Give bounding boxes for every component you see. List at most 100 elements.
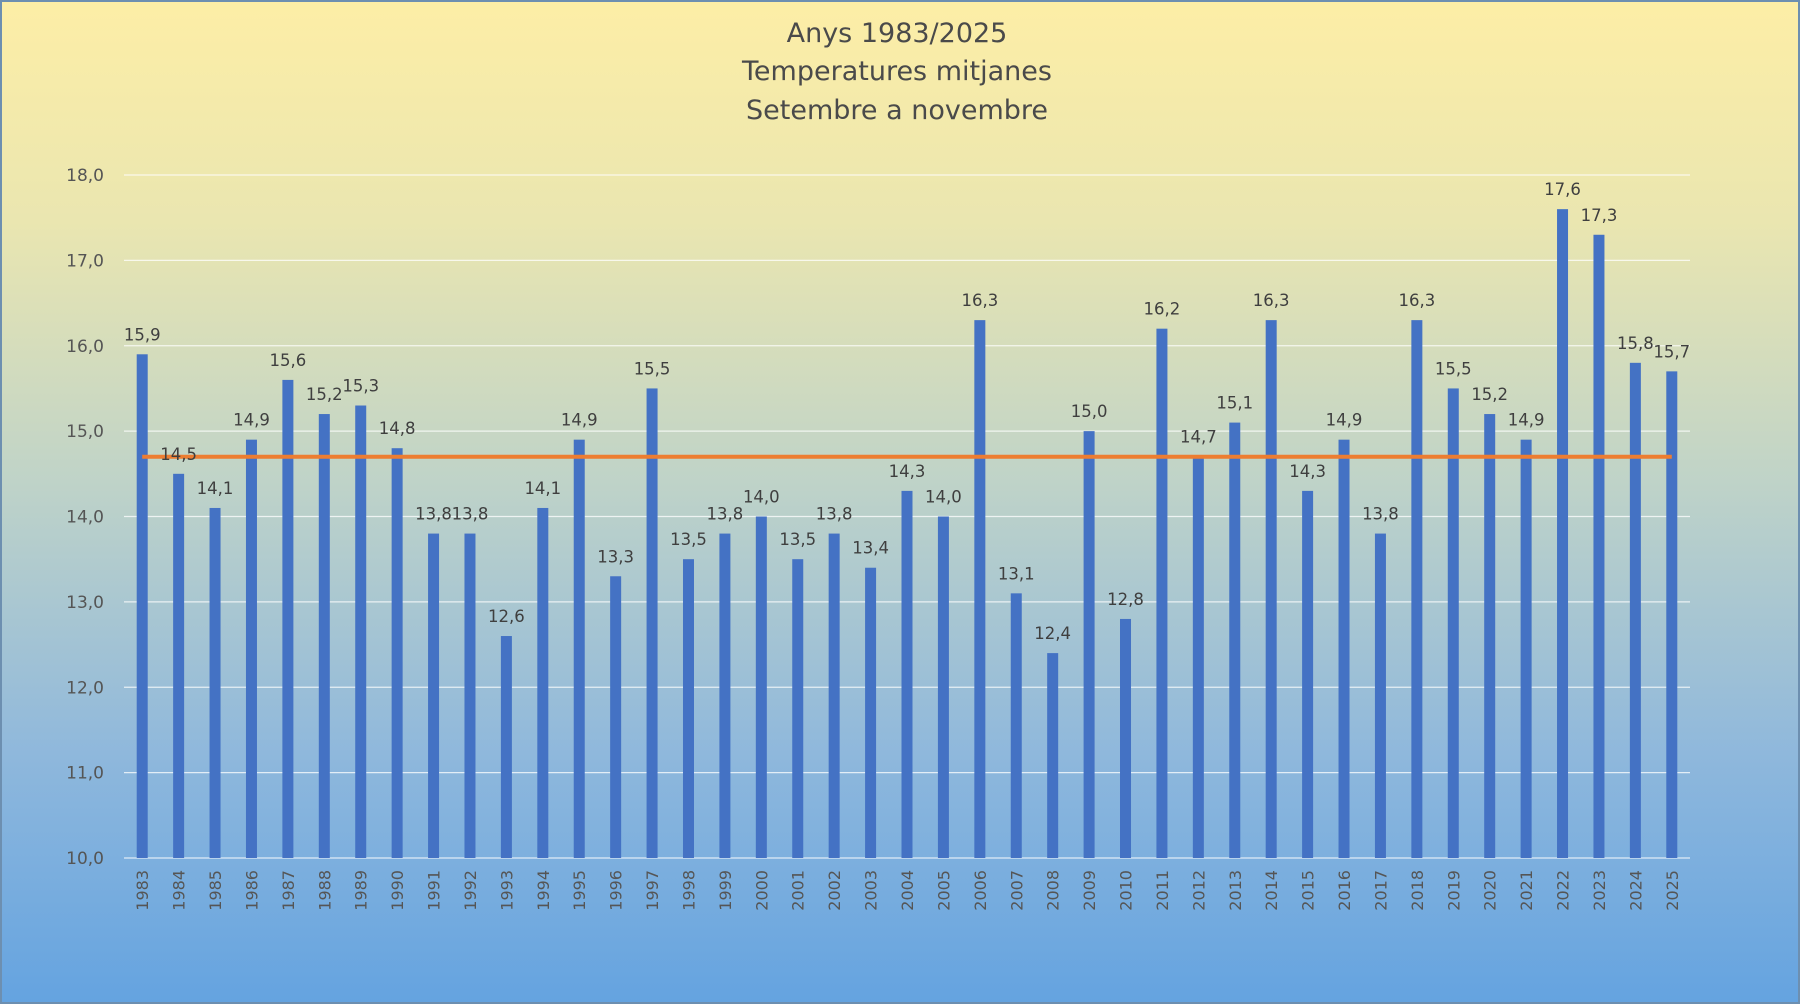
bar: [1192, 456, 1204, 858]
x-tick-label: 2012: [1189, 870, 1208, 911]
bar: [318, 414, 330, 858]
bar: [1265, 320, 1277, 858]
data-label: 14,9: [1326, 411, 1363, 430]
data-label: 14,9: [1508, 411, 1545, 430]
bar: [1010, 593, 1022, 858]
bar: [828, 533, 840, 858]
bar: [901, 490, 913, 858]
data-label: 14,3: [1289, 462, 1326, 481]
data-label: 17,6: [1544, 180, 1581, 199]
bar: [1047, 653, 1059, 858]
bar: [173, 473, 185, 858]
data-label: 13,8: [707, 505, 744, 524]
data-label: 15,0: [1071, 402, 1108, 421]
bar: [1302, 490, 1314, 858]
x-tick-label: 2009: [1080, 870, 1099, 911]
bar: [937, 516, 949, 858]
data-label: 13,5: [670, 530, 707, 549]
y-axis-ticks: 10,0 11,0 12,0 13,0 14,0 15,0 16,0 17,0 18,0: [66, 166, 104, 869]
x-tick-label: 2010: [1117, 870, 1136, 911]
x-tick-label: 1991: [425, 870, 444, 911]
data-label: 15,9: [124, 325, 161, 344]
data-label: 15,7: [1653, 342, 1690, 361]
y-tick-label: 13,0: [66, 593, 104, 613]
x-tick-label: 2020: [1481, 870, 1500, 911]
bar: [500, 636, 512, 858]
x-tick-label: 2001: [789, 870, 808, 911]
data-label: 14,0: [743, 488, 780, 507]
data-label: 14,5: [160, 445, 197, 464]
chart-title-line-2: Temperatures mitjanes: [741, 56, 1052, 87]
bar: [282, 379, 294, 858]
data-labels: 15,914,514,114,915,615,2 15,314,813,8 13,8…: [124, 180, 1690, 643]
bar: [428, 533, 440, 858]
data-label: 13,8: [415, 505, 452, 524]
data-label: 16,2: [1144, 300, 1181, 319]
x-tick-label: 2005: [934, 870, 953, 911]
x-tick-label: 2017: [1371, 870, 1390, 911]
data-label: 15,8: [1617, 334, 1654, 353]
bar: [974, 320, 986, 858]
chart-title-line-1: Anys 1983/2025: [787, 18, 1008, 49]
bar: [537, 507, 549, 858]
data-label: 15,2: [306, 385, 343, 404]
x-tick-label: 1994: [534, 870, 553, 911]
y-tick-label: 12,0: [66, 678, 104, 698]
bar: [865, 567, 877, 858]
x-tick-label: 1984: [170, 870, 189, 911]
data-label: 12,6: [488, 607, 525, 626]
bar: [573, 439, 585, 858]
bar: [792, 559, 804, 858]
bar: [610, 576, 622, 858]
x-tick-label: 2002: [825, 870, 844, 911]
chart-title: Anys 1983/2025 Temperatures mitjanes Set…: [741, 18, 1052, 126]
data-label: 15,5: [634, 359, 671, 378]
x-tick-label: 2014: [1262, 870, 1281, 911]
x-tick-label: 1997: [643, 870, 662, 911]
data-label: 14,1: [197, 479, 234, 498]
x-tick-label: 2015: [1299, 870, 1318, 911]
bar: [1411, 320, 1423, 858]
bar: [464, 533, 476, 858]
bar: [1447, 388, 1459, 858]
bar: [1593, 234, 1605, 858]
data-label: 14,0: [925, 488, 962, 507]
bar: [391, 448, 403, 858]
bar: [719, 533, 731, 858]
x-tick-label: 2007: [1007, 870, 1026, 911]
x-tick-label: 1988: [315, 870, 334, 911]
y-tick-label: 11,0: [66, 764, 104, 784]
x-tick-label: 1999: [716, 870, 735, 911]
x-tick-label: 2003: [862, 870, 881, 911]
bar: [682, 559, 694, 858]
data-label: 12,8: [1107, 590, 1144, 609]
x-tick-label: 1990: [388, 870, 407, 911]
bar: [1338, 439, 1350, 858]
x-tick-label: 1989: [352, 870, 371, 911]
bar: [1120, 618, 1132, 858]
bar: [1229, 422, 1241, 858]
bar: [245, 439, 257, 858]
data-label: 14,3: [889, 462, 926, 481]
bar: [136, 354, 148, 858]
bars: [136, 209, 1678, 858]
bar: [755, 516, 767, 858]
y-tick-label: 17,0: [66, 251, 104, 271]
data-label: 16,3: [1253, 291, 1290, 310]
x-tick-label: 2008: [1044, 870, 1063, 911]
data-label: 14,9: [561, 411, 598, 430]
x-tick-label: 1992: [461, 870, 480, 911]
bar: [355, 405, 367, 858]
x-tick-label: 2016: [1335, 870, 1354, 911]
data-label: 15,2: [1471, 385, 1508, 404]
data-label: 15,5: [1435, 359, 1472, 378]
x-tick-label: 2019: [1444, 870, 1463, 911]
x-tick-label: 1996: [607, 870, 626, 911]
data-label: 14,9: [233, 411, 270, 430]
x-tick-label: 2011: [1153, 870, 1172, 911]
x-tick-label: 1983: [133, 870, 152, 911]
y-tick-label: 16,0: [66, 337, 104, 357]
data-label: 16,3: [961, 291, 998, 310]
bar: [1156, 328, 1168, 858]
